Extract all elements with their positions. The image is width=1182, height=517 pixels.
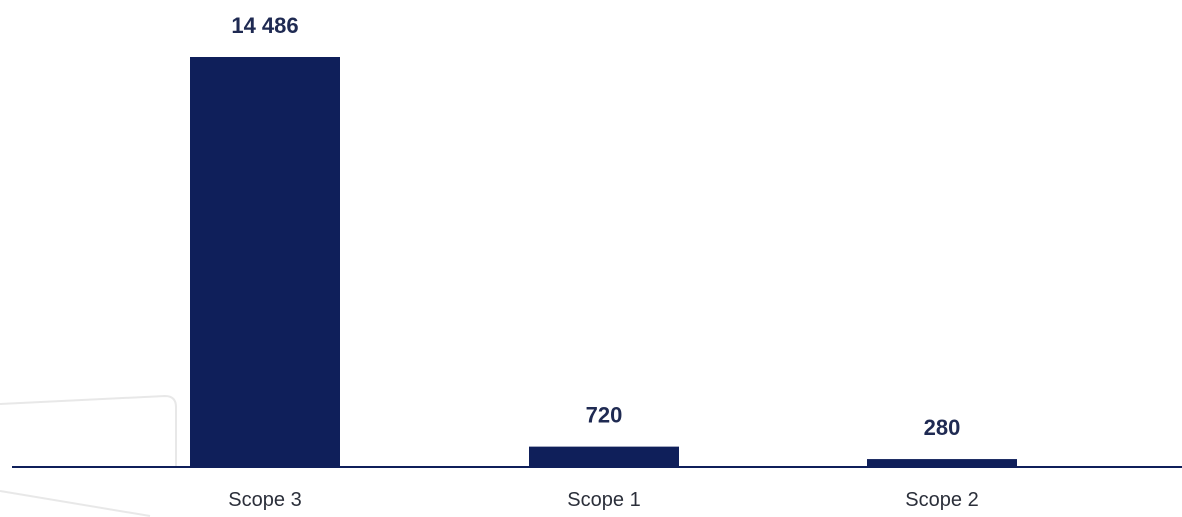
category-label: Scope 3	[228, 489, 301, 511]
value-label: 280	[924, 415, 961, 440]
decorative-curve-upper	[0, 394, 177, 468]
value-label: 720	[586, 403, 623, 428]
bar-scope-1	[529, 446, 679, 467]
decorative-background	[0, 394, 177, 517]
value-label: 14 486	[231, 13, 298, 38]
category-label: Scope 2	[905, 489, 978, 511]
bars-layer	[190, 57, 1017, 467]
bar-scope-3	[190, 57, 340, 467]
decorative-curve-lower	[0, 490, 151, 517]
category-label: Scope 1	[567, 489, 640, 511]
labels-layer: 14 486 Scope 3 720 Scope 1 280 Scope 2	[228, 13, 978, 511]
bar-scope-2	[867, 459, 1017, 467]
